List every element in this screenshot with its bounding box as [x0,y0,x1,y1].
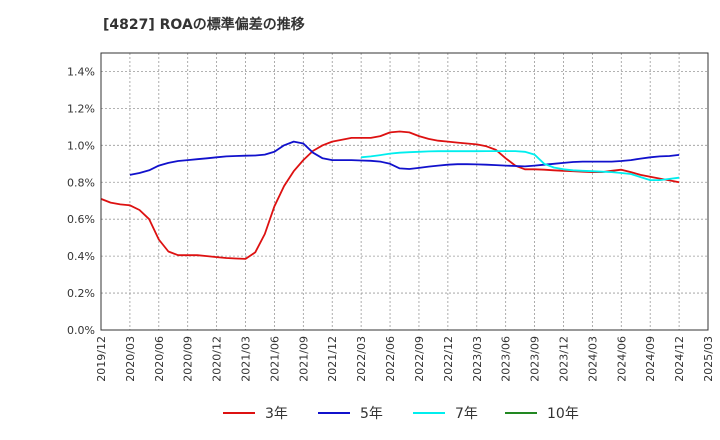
legend-item: 10年 [505,406,579,422]
legend-label: 7年 [455,406,478,422]
x-tick-label: 2023/06 [500,336,513,382]
y-tick-label: 1.2% [67,102,95,115]
x-tick-label: 2019/12 [95,336,108,382]
series-line-5年 [129,140,680,176]
y-tick-label: 0.4% [67,250,95,263]
legend-item: 5年 [318,406,383,422]
x-tick-label: 2020/09 [182,336,195,382]
x-tick-label: 2024/09 [644,336,657,382]
legend-label: 3年 [265,406,288,422]
chart-title: [4827] ROAの標準偏差の推移 [103,16,305,33]
x-tick-label: 2023/09 [529,336,542,382]
x-tick-label: 2022/06 [384,336,397,382]
x-tick-label: 2021/06 [268,336,281,382]
y-tick-label: 0.0% [67,324,95,337]
series-lines [100,130,680,260]
x-tick-label: 2022/12 [442,336,455,382]
y-tick-label: 0.8% [67,176,95,189]
y-tick-label: 1.0% [67,139,95,152]
x-tick-label: 2021/09 [297,336,310,382]
x-tick-label: 2021/03 [240,336,253,382]
plot-area [100,52,709,331]
legend-item: 7年 [413,406,478,422]
x-tick-label: 2020/03 [124,336,137,382]
y-tick-label: 0.2% [67,287,95,300]
legend-label: 10年 [547,406,579,422]
y-tick-label: 0.6% [67,213,95,226]
x-tick-label: 2020/06 [153,336,166,382]
x-tick-label: 2024/03 [586,336,599,382]
x-axis-tick-labels: 2019/12 2020/03 2020/06 2020/09 2020/12 2021/… [95,336,715,382]
x-tick-label: 2023/12 [557,336,570,382]
x-tick-label: 2021/12 [326,336,339,382]
x-tick-label: 2022/09 [413,336,426,382]
x-tick-label: 2023/03 [471,336,484,382]
y-axis-tick-labels: 0.0% 0.2% 0.4% 0.6% 0.8% 1.0% 1.2% 1.4% [67,65,95,337]
x-tick-label: 2024/06 [615,336,628,382]
legend-item: 3年 [223,406,288,422]
y-tick-label: 1.4% [67,65,95,78]
legend: 3年 5年 7年 10年 [223,406,579,422]
x-tick-label: 2020/12 [211,336,224,382]
x-tick-label: 2024/12 [673,336,686,382]
legend-label: 5年 [360,406,383,422]
x-tick-label: 2025/03 [702,336,715,382]
series-line-7年 [361,150,680,182]
plot-border [100,52,709,331]
plot-background [101,53,708,330]
x-tick-label: 2022/03 [355,336,368,382]
